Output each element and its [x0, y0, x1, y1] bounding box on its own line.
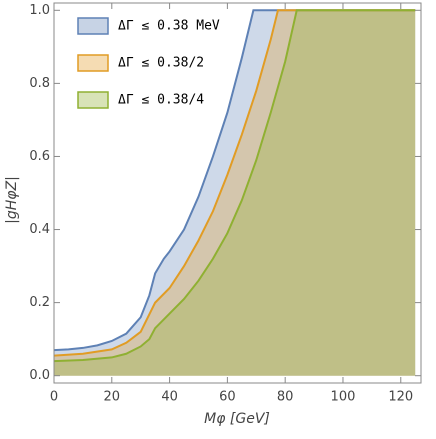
legend-label: ΔΓ ≤ 0.38 MeV — [118, 19, 220, 34]
y-tick-label: 1.0 — [29, 3, 50, 18]
legend-label: ΔΓ ≤ 0.38/4 — [118, 93, 204, 108]
y-tick-label: 0.0 — [29, 368, 50, 383]
x-tick-label: 80 — [277, 390, 294, 405]
y-tick-label: 0.8 — [29, 76, 50, 91]
x-tick-label: 120 — [388, 390, 413, 405]
legend-swatch — [77, 17, 109, 35]
area-fill — [54, 10, 416, 376]
plot-frame — [53, 2, 422, 384]
legend-label: ΔΓ ≤ 0.38/2 — [118, 56, 204, 71]
x-tick-label: 40 — [161, 390, 178, 405]
y-tick-label: 0.2 — [29, 295, 50, 310]
area-fill — [54, 10, 416, 376]
x-tick-label: 20 — [104, 390, 121, 405]
legend-swatch — [77, 91, 109, 109]
area-edge — [53, 9, 416, 357]
x-tick-label: 60 — [219, 390, 236, 405]
y-tick-label: 0.6 — [29, 149, 50, 164]
x-tick-label: 0 — [50, 390, 58, 405]
x-tick-label: 100 — [331, 390, 356, 405]
area-edge — [53, 9, 416, 352]
area-edge — [53, 9, 416, 363]
y-tick-label: 0.4 — [29, 222, 50, 237]
y-axis-label: |gHφZ| — [4, 176, 20, 224]
area-fill — [54, 10, 416, 376]
x-axis-label: Mφ [GeV] — [204, 411, 270, 427]
legend-swatch — [77, 54, 109, 72]
